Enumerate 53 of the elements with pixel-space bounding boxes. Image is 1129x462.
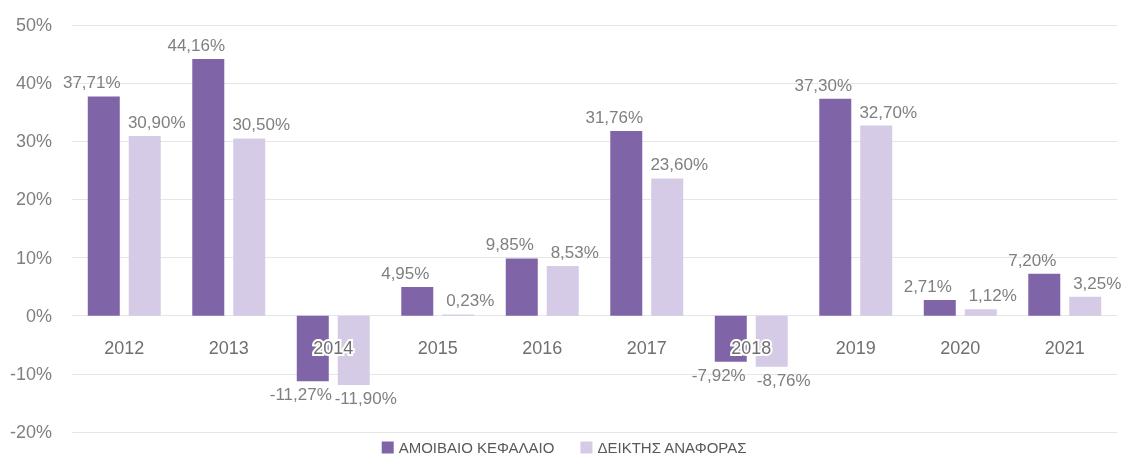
data-label: 31,76% — [585, 108, 644, 128]
x-tick-label: 2016 — [522, 337, 563, 358]
bar — [505, 258, 538, 316]
data-label: 37,30% — [794, 75, 853, 95]
y-tick-label: 30% — [15, 131, 52, 152]
data-label: 1,12% — [968, 286, 1017, 306]
data-label: 7,20% — [1008, 250, 1057, 270]
data-label: -11,90% — [334, 388, 397, 408]
data-label: 9,85% — [485, 235, 534, 255]
data-label: 44,16% — [167, 35, 226, 55]
x-tick-label: 2013 — [208, 337, 249, 358]
data-label: 37,71% — [62, 73, 121, 93]
legend-label: ΔΕΙΚΤΗΣ ΑΝΑΦΟΡΑΣ — [597, 439, 747, 456]
bar — [819, 98, 852, 316]
y-tick-label: -20% — [9, 422, 52, 442]
bar — [401, 286, 434, 316]
x-tick-label: 2019 — [835, 337, 876, 358]
bar — [1028, 273, 1061, 316]
data-label: 8,53% — [550, 243, 599, 263]
data-label: -11,27% — [269, 385, 332, 405]
data-label: 30,50% — [232, 115, 291, 135]
data-label: 0,23% — [446, 291, 495, 311]
bar — [546, 266, 579, 316]
y-tick-label: 10% — [15, 247, 52, 268]
bar — [87, 96, 120, 316]
bar — [964, 309, 997, 316]
x-tick-label: 2012 — [104, 337, 145, 358]
bar — [860, 125, 893, 316]
y-tick-label: 0% — [25, 305, 52, 326]
data-label: 3,25% — [1073, 273, 1122, 293]
x-tick-label: 2021 — [1044, 337, 1085, 358]
x-tick-label: 2015 — [417, 337, 458, 358]
y-tick-label: 50% — [15, 15, 52, 35]
bar — [233, 138, 266, 316]
data-label: 4,95% — [381, 263, 430, 283]
bar — [128, 136, 161, 316]
bar — [651, 178, 684, 316]
y-tick-label: -10% — [9, 363, 52, 384]
x-tick-label: 2020 — [940, 337, 981, 358]
data-label: 32,70% — [859, 102, 918, 122]
data-label: -7,92% — [691, 365, 746, 385]
y-tick-label: 20% — [15, 189, 52, 210]
bar — [192, 58, 225, 316]
data-label: 2,71% — [903, 276, 952, 296]
y-tick-label: 40% — [15, 73, 52, 94]
bar — [923, 299, 956, 316]
bar — [1069, 296, 1102, 316]
legend-label: ΑΜΟΙΒΑΙΟ ΚΕΦΑΛΑΙΟ — [398, 439, 555, 456]
x-tick-label: 2017 — [626, 337, 667, 358]
bar — [610, 131, 643, 316]
data-label: -8,76% — [756, 370, 811, 390]
data-label: 23,60% — [650, 155, 709, 175]
data-label: 30,90% — [127, 113, 186, 133]
